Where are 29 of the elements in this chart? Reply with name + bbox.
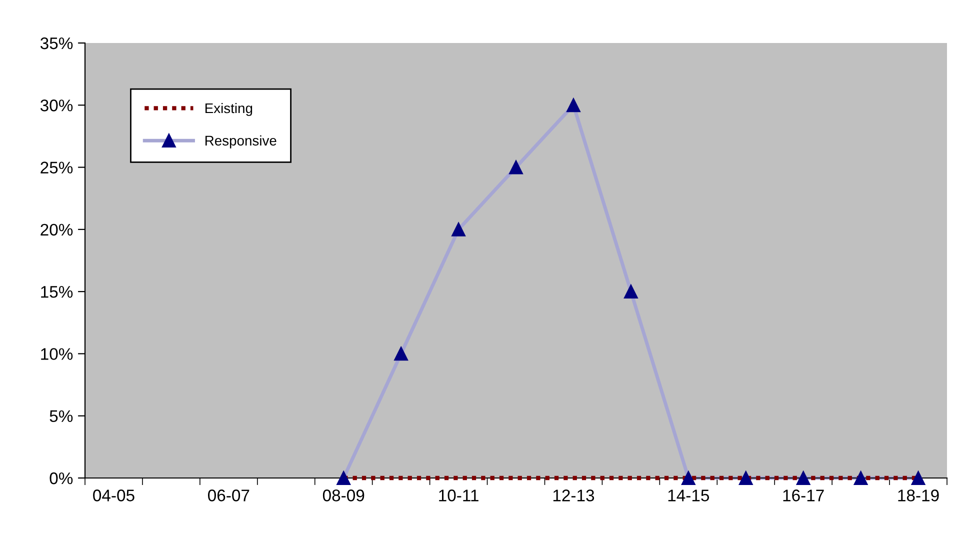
y-tick-label: 10% bbox=[41, 348, 73, 360]
point bbox=[854, 471, 868, 485]
y-tick-label: 15% bbox=[41, 286, 73, 298]
x-tick-label: 18-19 bbox=[898, 490, 939, 502]
y-tick-label: 5% bbox=[50, 410, 73, 422]
legend-label: Responsive bbox=[205, 135, 276, 148]
x-tick-label: 08-09 bbox=[322, 490, 364, 502]
x-tick-label: 14-15 bbox=[668, 490, 710, 502]
point bbox=[566, 98, 580, 112]
point bbox=[336, 471, 351, 485]
point bbox=[394, 346, 408, 361]
legend-label: Existing bbox=[205, 102, 252, 116]
x-tick-label: 16-17 bbox=[783, 490, 824, 502]
y-tick-label: 20% bbox=[40, 224, 73, 236]
y-tick-label: 30% bbox=[40, 100, 73, 112]
point bbox=[624, 284, 638, 299]
x-tick-label: 12-13 bbox=[553, 490, 594, 502]
y-tick-label: 25% bbox=[40, 162, 73, 174]
x-tick-label: 04-05 bbox=[93, 490, 134, 502]
y-tick-label: 35% bbox=[40, 37, 73, 50]
point bbox=[681, 471, 696, 485]
x-tick-label: 06-07 bbox=[208, 490, 250, 502]
point bbox=[796, 471, 810, 485]
point bbox=[452, 222, 466, 236]
y-tick-label: 0% bbox=[50, 472, 73, 484]
point bbox=[509, 160, 523, 174]
x-tick-label: 10-11 bbox=[439, 490, 478, 502]
point bbox=[738, 471, 753, 485]
point bbox=[911, 471, 926, 485]
